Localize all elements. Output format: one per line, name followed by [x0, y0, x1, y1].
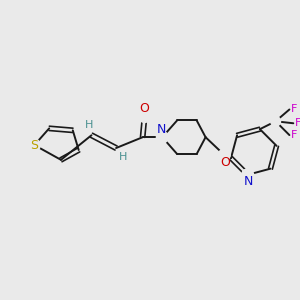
Circle shape: [271, 116, 281, 126]
Text: N: N: [244, 175, 253, 188]
Circle shape: [139, 111, 151, 122]
Text: H: H: [119, 152, 127, 162]
Text: O: O: [140, 102, 149, 115]
Circle shape: [28, 139, 40, 151]
Circle shape: [156, 131, 168, 143]
Text: F: F: [295, 118, 300, 128]
Text: H: H: [85, 120, 94, 130]
Text: S: S: [30, 139, 38, 152]
Text: F: F: [291, 130, 298, 140]
Text: F: F: [291, 104, 298, 115]
Circle shape: [242, 169, 254, 181]
Text: N: N: [157, 123, 166, 136]
Text: O: O: [220, 156, 230, 169]
Circle shape: [218, 149, 230, 161]
